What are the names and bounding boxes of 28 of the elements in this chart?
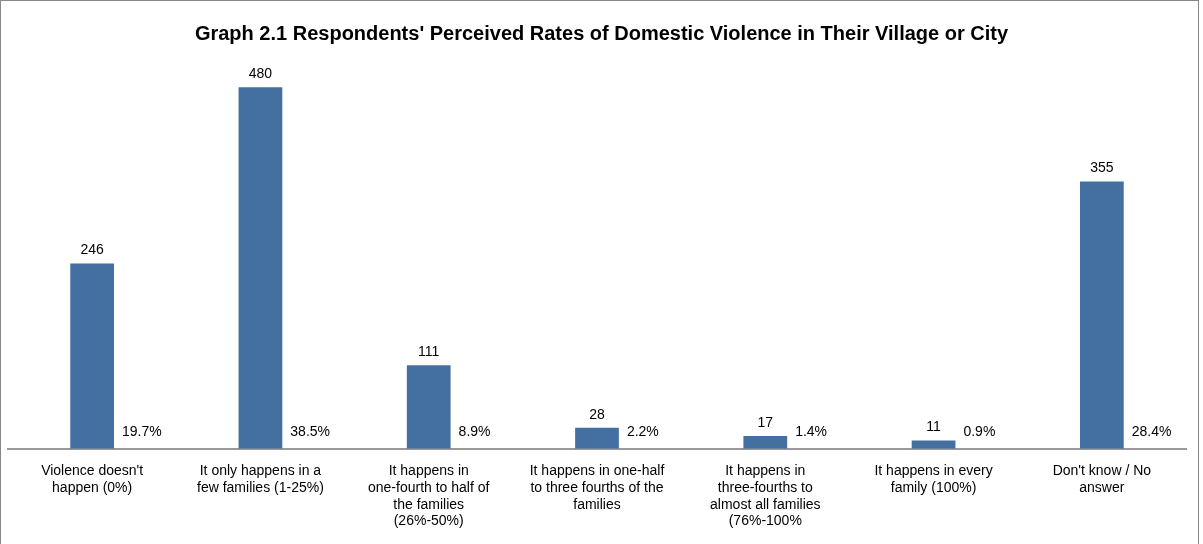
- data-label: 355: [1090, 159, 1114, 176]
- bar: [238, 87, 283, 449]
- bar: [406, 365, 451, 449]
- annotation: 19.7%: [122, 422, 162, 439]
- bar: [70, 263, 115, 449]
- annotation: 28.4%: [1131, 422, 1172, 439]
- annotation: 2.2%: [626, 422, 659, 439]
- x-tick-label: It only happens in a few families (1-25%): [197, 462, 324, 495]
- annotation: 8.9%: [458, 422, 491, 439]
- bar: [743, 435, 788, 449]
- bar: [575, 427, 619, 449]
- data-label: 111: [418, 343, 440, 360]
- chart-title: Graph 2.1 Respondents' Perceived Rates of Domestic Violence in Their Village or City: [193, 22, 1010, 45]
- data-label: 28: [589, 405, 605, 422]
- data-label: 246: [80, 241, 105, 258]
- x-tick-label: Violence doesn't happen (0%): [41, 462, 144, 495]
- data-label: 11: [926, 418, 942, 435]
- annotation: 1.4%: [795, 422, 828, 439]
- x-tick-label: It happens in every family (100%): [874, 462, 993, 495]
- bar: [1079, 181, 1124, 449]
- x-tick-label: It happens in three-fourths to almost all families (76%-100%: [710, 462, 821, 529]
- x-tick-label: It happens in one-fourth to half of the families (26%-50%): [368, 462, 490, 529]
- annotation: 38.5%: [290, 422, 331, 439]
- annotation: 0.9%: [963, 422, 996, 439]
- x-tick-label: It happens in one-half to three fourths of the families: [529, 462, 665, 512]
- data-label: 480: [248, 65, 273, 82]
- x-tick-label: Don't know / No answer: [1052, 462, 1152, 495]
- data-label: 17: [757, 413, 774, 430]
